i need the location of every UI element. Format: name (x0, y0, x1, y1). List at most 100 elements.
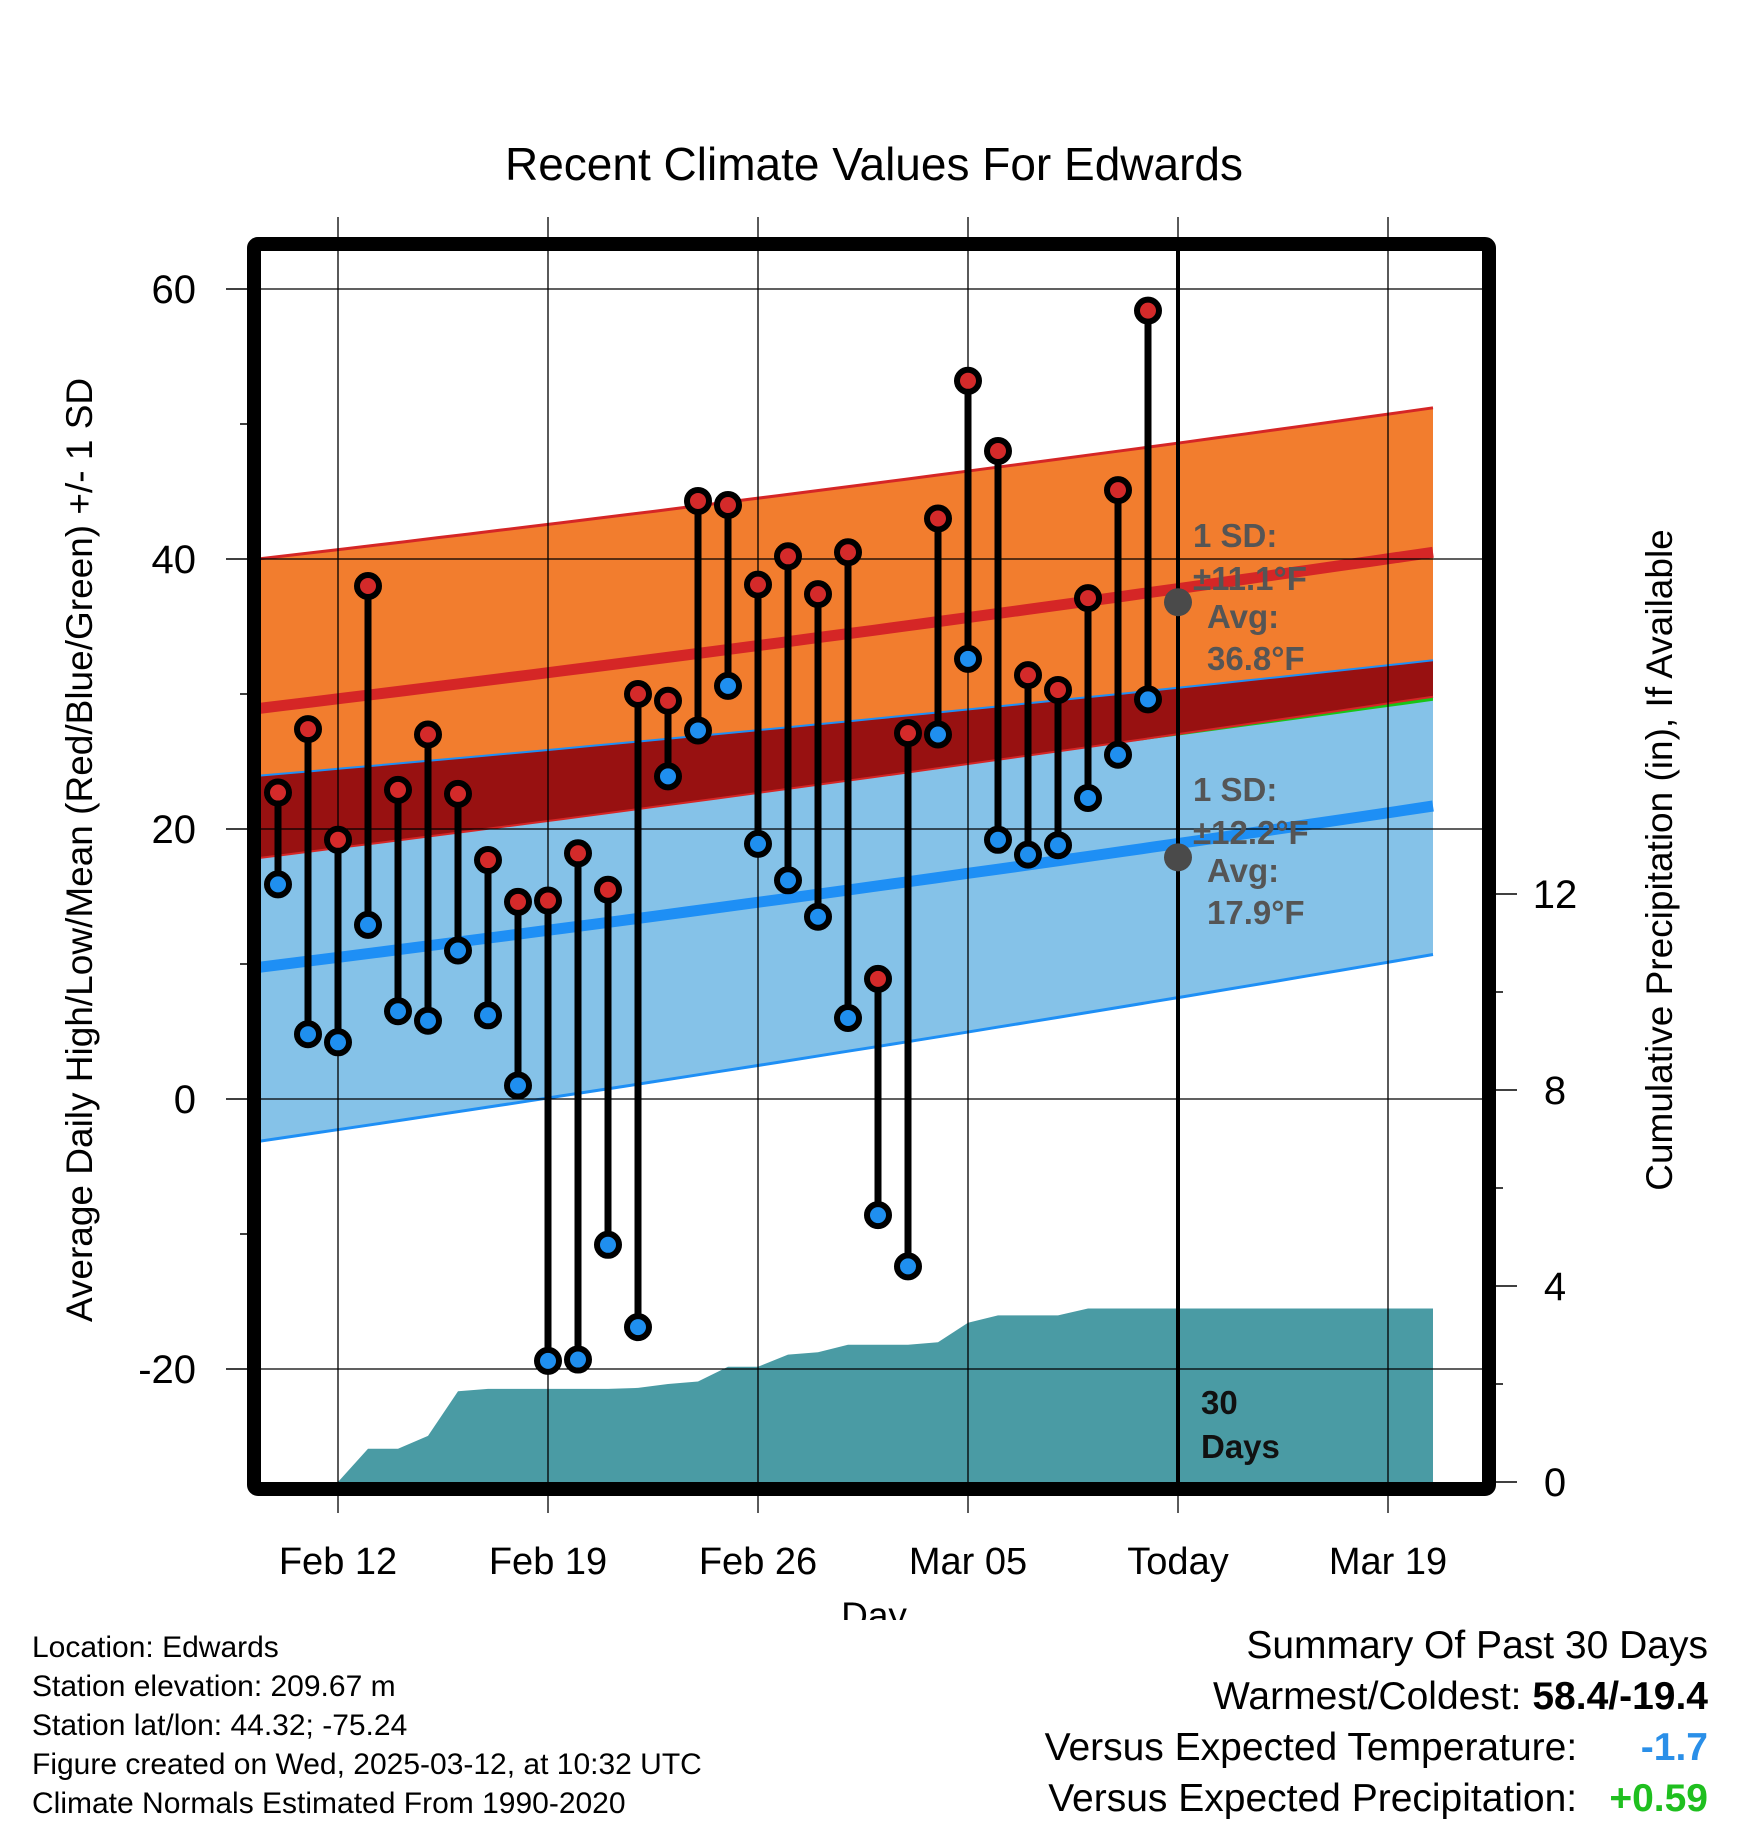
daily-low-point (1104, 740, 1132, 769)
y-tick-label-left: -20 (138, 1348, 196, 1392)
daily-high-point (1014, 661, 1042, 690)
x-tick-label: Feb 26 (699, 1541, 817, 1583)
daily-high-point (1134, 296, 1162, 325)
latlon-text: Station lat/lon: 44.32; -75.24 (32, 1709, 408, 1742)
daily-high-point (354, 572, 382, 600)
daily-high-point (444, 779, 472, 808)
daily-high-point (414, 720, 442, 749)
high-sd-label: 1 SD: (1193, 517, 1277, 554)
daily-low-point (594, 1230, 622, 1259)
daily-high-point (834, 538, 862, 567)
low-sd-lower-line (261, 953, 1434, 1143)
daily-high-point (324, 825, 352, 854)
warm-cold-label: Warmest/Coldest: (1213, 1675, 1522, 1718)
daily-low-point (654, 762, 682, 791)
daily-low-point (954, 644, 982, 673)
station-info: Location: Edwards Station elevation: 209… (32, 1628, 702, 1823)
high-sd-value: ±11.1°F (1193, 560, 1307, 597)
high-avg-label: Avg: (1207, 598, 1279, 635)
daily-high-point (804, 580, 832, 609)
summary-title: Summary Of Past 30 Days (1246, 1624, 1708, 1667)
daily-low-point (1044, 831, 1072, 860)
daily-high-point (504, 887, 532, 916)
daily-low-point (294, 1020, 322, 1049)
warm-cold-value: 58.4/-19.4 (1532, 1675, 1708, 1718)
daily-low-point (354, 910, 382, 939)
low-avg-label: Avg: (1207, 852, 1279, 889)
x-tick-label: Feb 12 (279, 1541, 397, 1583)
daily-high-point (474, 846, 502, 875)
daily-low-point (504, 1071, 532, 1100)
daily-low-point (1014, 840, 1042, 869)
x-tick-label: Feb 19 (489, 1541, 607, 1583)
daily-high-point (714, 491, 742, 519)
elevation-text: Station elevation: 209.67 m (32, 1670, 396, 1703)
y-tick-label-right: 8 (1544, 1069, 1566, 1113)
high-avg-line (261, 546, 1434, 714)
daily-low-point (774, 866, 802, 895)
daily-low-point (984, 825, 1012, 854)
daily-low-point (324, 1028, 352, 1057)
daily-high-point (294, 715, 322, 744)
daily-high-point (864, 964, 892, 993)
daily-high-point (984, 437, 1012, 465)
daily-low-point (834, 1004, 862, 1032)
daily-high-point (1074, 584, 1102, 613)
daily-low-point (924, 720, 952, 749)
low-avg-value: 17.9°F (1207, 894, 1305, 931)
daily-low-point (384, 997, 412, 1026)
daily-high-point (924, 504, 952, 533)
daily-low-point (444, 936, 472, 965)
daily-low-point (1074, 783, 1102, 812)
temp-label: Versus Expected Temperature: (1044, 1726, 1578, 1769)
daily-high-point (384, 775, 412, 804)
precip-value: +0.59 (1609, 1777, 1708, 1820)
daily-high-point (954, 366, 982, 395)
daily-low-point (414, 1006, 442, 1035)
daily-high-point (594, 875, 622, 904)
daily-high-point (894, 719, 922, 748)
axes-frame-group: -20 0 20 40 60 0 4 8 12 Feb 12 Feb 19 Feb 26 Mar 05 T… (138, 217, 1577, 1583)
daily-high-point (564, 839, 592, 868)
daily-high-point (534, 886, 562, 915)
x-tick-label: Today (1127, 1541, 1228, 1583)
high-sd-upper-line (261, 406, 1434, 561)
x-tick-label: Mar 05 (909, 1541, 1027, 1583)
x-tick-label: Mar 19 (1329, 1541, 1447, 1583)
low-sd-upper-line (261, 659, 1434, 777)
daily-low-point (1134, 685, 1162, 714)
daily-low-point (684, 716, 712, 745)
daily-high-point (774, 542, 802, 571)
daily-low-point (804, 902, 832, 931)
created-text: Figure created on Wed, 2025-03-12, at 10… (32, 1748, 702, 1781)
daily-low-point (744, 829, 772, 858)
daily-low-point (864, 1201, 892, 1230)
high-avg-value: 36.8°F (1207, 640, 1305, 677)
plot-frame (247, 237, 1496, 1496)
summary-warm-cold: Warmest/Coldest: 58.4/-19.4 (1045, 1671, 1708, 1722)
normals-text: Climate Normals Estimated From 1990-2020 (32, 1787, 626, 1820)
location-text: Location: Edwards (32, 1631, 279, 1664)
y-tick-label-right: 0 (1544, 1461, 1566, 1505)
temp-value: -1.7 (1640, 1726, 1708, 1769)
summary-temp: Versus Expected Temperature: -1.7 (1045, 1722, 1708, 1773)
daily-high-point (264, 778, 292, 807)
daily-low-point (624, 1313, 652, 1342)
daily-high-point (684, 486, 712, 515)
daily-low-point (714, 671, 742, 700)
y-tick-label-left: 0 (174, 1078, 196, 1122)
daily-high-point (624, 680, 652, 708)
y-tick-label-right: 4 (1544, 1265, 1566, 1309)
y-tick-label-left: 20 (152, 808, 197, 852)
days-count-word: Days (1201, 1428, 1280, 1465)
precip-area (338, 1308, 1433, 1482)
y-tick-label-left: 60 (152, 268, 197, 312)
daily-high-point (1104, 476, 1132, 505)
low-sd-value: ±12.2°F (1193, 814, 1309, 851)
y-axis-label-right: Cumulative Precipitation (in), If Availa… (1639, 529, 1680, 1191)
summary-precip: Versus Expected Precipitation: +0.59 (1045, 1773, 1708, 1824)
days-count-number: 30 (1201, 1384, 1238, 1421)
y-tick-label-left: 40 (152, 538, 197, 582)
x-axis-label: Day (841, 1595, 907, 1620)
